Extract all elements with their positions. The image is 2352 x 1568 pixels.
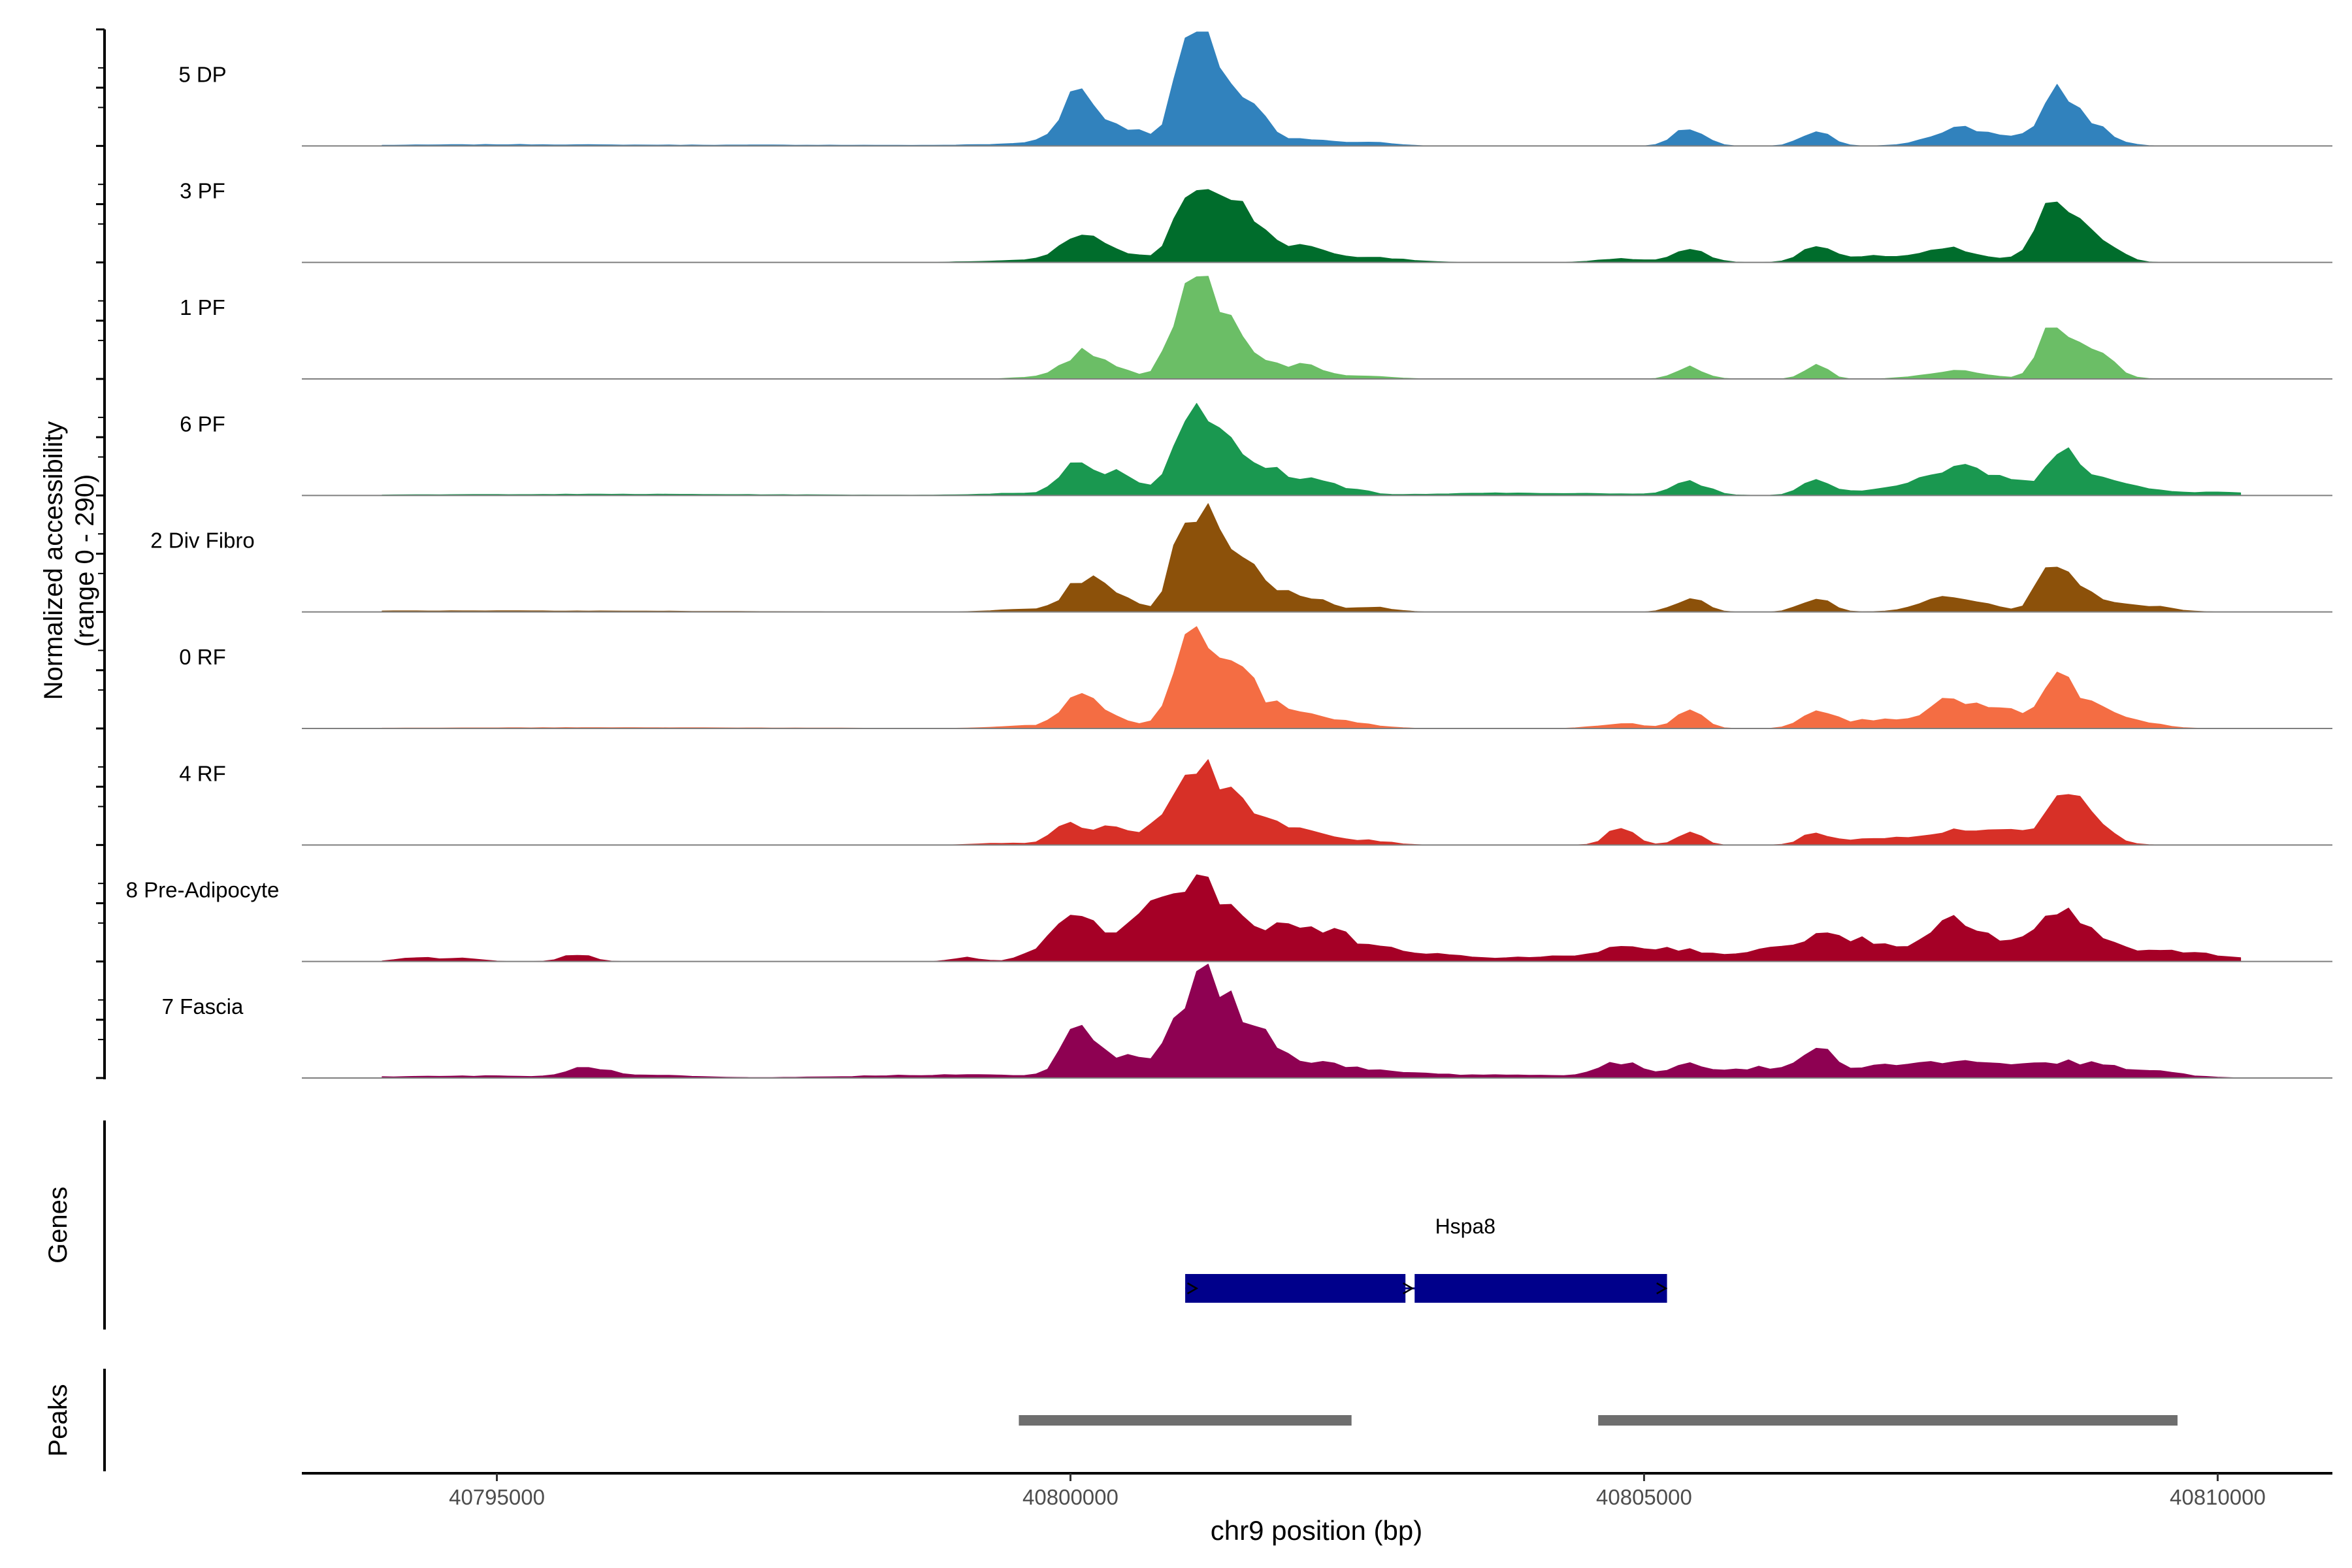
x-tick-label: 40810000 xyxy=(2170,1485,2266,1509)
peak-items xyxy=(1019,1415,2178,1426)
x-tick-label: 40800000 xyxy=(1022,1485,1119,1509)
gene-exon xyxy=(1185,1274,1406,1303)
y-axis-title-line2: (range 0 - 290) xyxy=(71,474,99,647)
y-axis-title: Normalized accessibility (range 0 - 290) xyxy=(39,421,99,700)
coverage-track: 3 PF xyxy=(180,179,2332,263)
x-tick-label: 40805000 xyxy=(1596,1485,1692,1509)
coverage-track: 5 DP xyxy=(178,31,2332,147)
track-label: 0 RF xyxy=(179,645,226,669)
gene-exon xyxy=(1414,1274,1667,1303)
peaks-track: Peaks xyxy=(44,1369,2178,1471)
gene-hspa8: Hspa8 xyxy=(1185,1215,1668,1303)
peak-region xyxy=(1598,1415,2178,1426)
x-axis: 40795000 40800000 40805000 40810000 chr9 po… xyxy=(302,1472,2332,1546)
coverage-track: 7 Fascia xyxy=(162,964,2332,1079)
coverage-area xyxy=(382,31,2242,146)
y-axis-ticks xyxy=(96,28,105,1079)
track-label: 4 RF xyxy=(179,761,226,785)
peak-region xyxy=(1019,1415,1352,1426)
coverage-area xyxy=(382,874,2242,962)
coverage-area xyxy=(382,626,2242,729)
x-tick-label: 40795000 xyxy=(449,1485,545,1509)
track-label: 8 Pre-Adipocyte xyxy=(126,878,280,902)
coverage-area xyxy=(382,402,2242,496)
strand-arrow xyxy=(1656,1282,1668,1295)
coverage-area xyxy=(382,189,2242,263)
peaks-track-title: Peaks xyxy=(44,1384,73,1456)
coverage-area xyxy=(382,503,2242,613)
coverage-area xyxy=(382,276,2242,380)
strand-arrow xyxy=(1186,1282,1199,1295)
y-axis-title-line1: Normalized accessibility xyxy=(39,421,68,700)
coverage-track: 0 RF xyxy=(179,626,2332,729)
coverage-area xyxy=(382,759,2242,845)
genes-track: Genes Hspa8 xyxy=(44,1120,1668,1330)
genes-track-title: Genes xyxy=(44,1186,73,1264)
coverage-tracks: 5 DP 3 PF 1 PF 6 PF 2 Div Fibro 0 RF 4 RF 8 Pre… xyxy=(126,31,2332,1079)
track-label: 2 Div Fibro xyxy=(150,529,255,553)
strand-arrow xyxy=(1403,1282,1414,1295)
coverage-track: 6 PF xyxy=(180,402,2332,497)
track-label: 1 PF xyxy=(180,295,225,319)
coverage-track: 8 Pre-Adipocyte xyxy=(126,874,2332,962)
coverage-area xyxy=(382,964,2242,1079)
x-axis-ticks: 40795000 40800000 40805000 40810000 xyxy=(449,1473,2266,1509)
coverage-track: 1 PF xyxy=(180,276,2332,380)
gene-items: Hspa8 xyxy=(1185,1215,1668,1303)
track-label: 3 PF xyxy=(180,179,225,203)
coverage-track: 4 RF xyxy=(179,759,2332,846)
track-label: 6 PF xyxy=(180,412,225,436)
gene-name: Hspa8 xyxy=(1435,1215,1496,1238)
track-label: 7 Fascia xyxy=(162,994,244,1019)
x-axis-title: chr9 position (bp) xyxy=(1211,1515,1423,1546)
track-label: 5 DP xyxy=(178,62,226,86)
coverage-track: 2 Div Fibro xyxy=(150,503,2332,613)
